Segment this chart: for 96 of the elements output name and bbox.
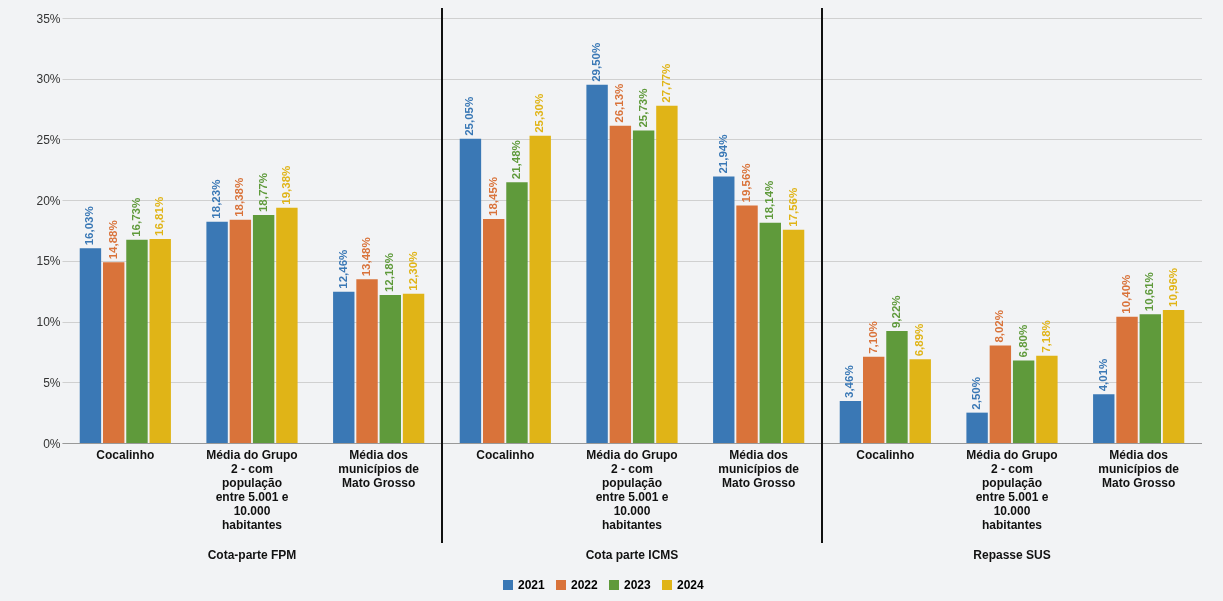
data-label: 18,14%: [763, 180, 776, 220]
bar: [759, 222, 781, 443]
y-tick-label: 15%: [36, 254, 61, 269]
x-tick-label: Média do Grupo 2 - com população entre 5.001 e 10.000 habitantes: [206, 447, 298, 532]
bar: [863, 356, 885, 443]
bar: [1036, 355, 1058, 443]
bar: [713, 176, 735, 443]
data-label: 19,38%: [279, 165, 292, 205]
bar: [483, 218, 505, 443]
y-tick-label: 10%: [36, 315, 61, 330]
bar: [839, 400, 862, 443]
bar: [79, 248, 102, 443]
bar: [632, 130, 655, 443]
data-label: 17,56%: [786, 187, 799, 227]
bar: [229, 219, 252, 443]
data-label: 12,30%: [406, 251, 419, 291]
data-label: 25,05%: [463, 96, 476, 136]
bar: [782, 229, 805, 443]
y-tick-label: 25%: [36, 132, 61, 147]
bar: [989, 345, 1012, 443]
bar: [333, 291, 355, 443]
legend-label: 2022: [571, 578, 599, 592]
bar: [276, 207, 298, 443]
data-label: 25,73%: [636, 88, 649, 128]
data-label: 6,80%: [1016, 324, 1029, 358]
data-label: 14,88%: [106, 220, 119, 260]
data-label: 16,73%: [129, 197, 142, 237]
data-label: 12,46%: [336, 249, 349, 289]
data-label: 3,46%: [843, 365, 856, 398]
data-label: 2,50%: [970, 377, 983, 410]
data-label: 7,18%: [1039, 320, 1052, 353]
data-label: 18,23%: [210, 179, 223, 219]
bar: [126, 239, 148, 443]
data-label: 10,61%: [1143, 272, 1156, 312]
text: Cota-parte FPM: [207, 548, 297, 562]
x-tick-label: Média dos municípios de Mato Grosso: [338, 447, 420, 490]
data-label: 7,10%: [866, 321, 879, 354]
bar: [1116, 316, 1138, 443]
data-label: 10,96%: [1166, 267, 1179, 307]
text: Cota parte ICMS: [585, 548, 679, 562]
legend-label: 2024: [677, 578, 705, 592]
bar: [966, 412, 988, 443]
x-tick-label: Média dos municípios de Mato Grosso: [718, 447, 800, 490]
y-tick-label: 20%: [36, 193, 61, 208]
bar: [1162, 309, 1185, 443]
bar: [1139, 314, 1161, 443]
y-tick-label: 30%: [36, 72, 61, 87]
bar: [909, 359, 931, 443]
bar: [103, 262, 125, 443]
bar: [252, 215, 275, 443]
bar: [356, 279, 378, 443]
bar: [609, 125, 632, 443]
bar: [736, 205, 758, 443]
data-label: 21,48%: [509, 140, 522, 180]
data-label: 16,03%: [83, 206, 96, 246]
bar: [656, 105, 678, 443]
data-label: 26,13%: [613, 83, 626, 123]
x-tick-label: Média dos municípios de Mato Grosso: [1098, 447, 1180, 490]
bar: [149, 238, 171, 443]
data-label: 25,30%: [533, 93, 546, 133]
data-label: 4,01%: [1096, 358, 1109, 392]
x-tick-label: Cocalinho: [96, 447, 155, 462]
data-label: 13,48%: [360, 237, 373, 277]
x-tick-label: Cocalinho: [476, 447, 535, 462]
y-tick-label: 0%: [43, 436, 61, 451]
data-label: 18,77%: [256, 173, 269, 213]
bar: [402, 293, 425, 443]
bar: [886, 331, 908, 443]
data-label: 19,56%: [740, 163, 753, 203]
x-tick-label: Média do Grupo 2 - com população entre 5.001 e 10.000 habitantes: [586, 447, 678, 532]
data-label: 29,50%: [590, 42, 603, 82]
data-label: 27,77%: [659, 63, 672, 103]
data-label: 10,40%: [1120, 274, 1133, 314]
legend-label: 2021: [518, 578, 546, 592]
data-label: 12,18%: [383, 253, 396, 293]
data-label: 9,22%: [889, 295, 902, 329]
bar: [459, 138, 482, 443]
bar: [206, 221, 228, 443]
bar: [586, 84, 608, 443]
x-tick-label: Média do Grupo 2 - com população entre 5.001 e 10.000 habitantes: [966, 447, 1058, 532]
legend-label: 2023: [624, 578, 652, 592]
data-label: 6,89%: [913, 323, 926, 357]
bar: [1093, 394, 1115, 443]
data-label: 18,38%: [233, 177, 246, 217]
bar: [379, 295, 401, 443]
data-label: 21,94%: [716, 134, 729, 174]
data-label: 16,81%: [153, 196, 166, 236]
y-tick-label: 5%: [43, 375, 61, 390]
data-label: 8,02%: [993, 310, 1006, 343]
bar: [1012, 360, 1035, 443]
bar: [506, 182, 528, 443]
text: Repasse SUS: [973, 548, 1051, 562]
y-tick-label: 35%: [36, 11, 61, 26]
bar: [529, 135, 551, 443]
x-tick-label: Cocalinho: [856, 447, 915, 462]
data-label: 18,45%: [486, 176, 499, 216]
